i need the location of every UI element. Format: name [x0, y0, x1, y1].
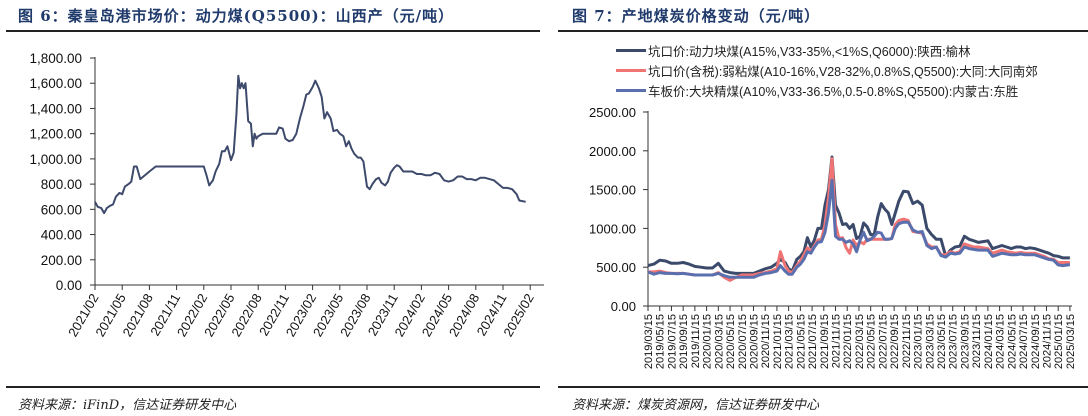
x-tick-label: 2021/09/15 — [819, 314, 831, 369]
figure-6-line-chart: 0.00 200.00 400.00 600.00 800.00 1,000.00 1,20… — [29, 51, 544, 339]
chart-legend: 坑口价:动力块煤(A15%,V33-35%,<1%S,Q6000):陕西:榆林 … — [616, 40, 1038, 100]
title-divider — [6, 30, 540, 32]
y-tick-label: 2000.00 — [589, 144, 636, 159]
y-tick-label: 0.00 — [611, 299, 636, 314]
x-tick-label: 2022/11/15 — [901, 314, 913, 368]
legend-item: 车板价:大块精煤(A10%,V33-36.5%,0.5-0.8%S,Q5500)… — [616, 80, 1038, 100]
legend-label: 坑口价:动力块煤(A15%,V33-35%,<1%S,Q6000):陕西:榆林 — [648, 44, 971, 59]
x-tick-label: 2019/11/15 — [690, 314, 702, 368]
x-tick-label: 2022/03/15 — [854, 314, 866, 369]
x-tick-label: 2021/07/15 — [807, 314, 819, 369]
legend-item: 坑口价:动力块煤(A15%,V33-35%,<1%S,Q6000):陕西:榆林 — [616, 40, 1038, 60]
figure-7-source: 资料来源：煤炭资源网，信达证券研发中心 — [572, 398, 820, 413]
x-tick-label: 2019/09/15 — [678, 314, 690, 369]
x-tick-label: 2019/03/15 — [643, 314, 655, 369]
y-tick-label: 1,200.00 — [29, 127, 82, 142]
figure-6-title: 图 6：秦皇岛港市场价：动力煤(Q5500)：山西产（元/吨） — [18, 7, 455, 25]
x-tick-label: 2020/11/15 — [760, 314, 772, 368]
x-tick-label: 2020/01/15 — [702, 314, 714, 369]
x-tick-label: 2023/09/15 — [959, 314, 971, 369]
y-tick-label: 1,800.00 — [29, 51, 82, 66]
x-tick-label: 2022/09/15 — [889, 314, 901, 369]
x-tick-label: 2025/03/15 — [1065, 314, 1077, 369]
legend-swatch-dongsheng — [616, 88, 646, 92]
y-tick-label: 2500.00 — [589, 105, 636, 120]
x-tick-label: 2025/01/15 — [1053, 314, 1065, 369]
x-tick-label: 2023/07/15 — [948, 314, 960, 369]
x-tick-label: 2024/09/15 — [1030, 314, 1042, 369]
x-tick-label: 2020/03/15 — [713, 314, 725, 369]
x-tick-label: 2023/11/15 — [971, 314, 983, 368]
y-tick-label: 0.00 — [56, 278, 82, 293]
figure-7-panel: 图 7：产地煤炭价格变动（元/吨） 0.00 500.00 1000.00 1500.… — [544, 0, 1088, 416]
x-tick-label: 2021/01/15 — [772, 314, 784, 369]
x-tick-label: 2024/03/15 — [995, 314, 1007, 369]
y-tick-label: 1,600.00 — [29, 76, 82, 91]
y-tick-label: 600.00 — [41, 202, 82, 217]
figure-7-title: 图 7：产地煤炭价格变动（元/吨） — [572, 7, 821, 25]
legend-label: 车板价:大块精煤(A10%,V33-36.5%,0.5-0.8%S,Q5500)… — [648, 84, 1019, 99]
series-line — [647, 178, 1070, 279]
x-tick-label: 2023/03/15 — [924, 314, 936, 369]
y-tick-label: 1,000.00 — [29, 152, 82, 167]
x-tick-label: 2022/05/15 — [866, 314, 878, 369]
y-tick-label: 400.00 — [41, 228, 82, 243]
x-tick-label: 2024/05/15 — [1006, 314, 1018, 369]
figure-7-line-chart: 0.00 500.00 1000.00 1500.00 2000.00 2500.00 20… — [589, 105, 1077, 369]
source-divider — [558, 386, 1088, 388]
legend-label: 坑口价(含税):弱粘煤(A10-16%,V28-32%,0.8%S,Q5500)… — [648, 64, 1038, 79]
x-tick-label: 2024/01/15 — [983, 314, 995, 369]
x-tick-label: 2021/03/15 — [784, 314, 796, 369]
y-tick-label: 500.00 — [596, 260, 636, 275]
x-tick-label: 2023/05/15 — [936, 314, 948, 369]
title-divider — [558, 30, 1088, 32]
y-tick-label: 200.00 — [41, 253, 82, 268]
figure-6-panel: 图 6：秦皇岛港市场价：动力煤(Q5500)：山西产（元/吨） 0.00 200.… — [6, 7, 544, 413]
y-tick-label: 1,400.00 — [29, 101, 82, 116]
figure-6-source: 资料来源：iFinD，信达证券研发中心 — [18, 398, 237, 413]
x-tick-label: 2022/01/15 — [842, 314, 854, 369]
series-line — [648, 157, 1070, 282]
x-tick-label: 2021/05/15 — [795, 314, 807, 369]
x-tick-label: 2024/07/15 — [1018, 314, 1030, 369]
series-line — [647, 155, 1070, 275]
legend-swatch-yulin — [616, 48, 646, 52]
x-tick-label: 2019/05/15 — [655, 314, 667, 369]
x-tick-label: 2023/01/15 — [913, 314, 925, 369]
x-tick-label: 2021/11/15 — [831, 314, 843, 368]
y-tick-label: 1500.00 — [589, 183, 636, 198]
x-tick-label: 2020/05/15 — [725, 314, 737, 369]
legend-item: 坑口价(含税):弱粘煤(A10-16%,V28-32%,0.8%S,Q5500)… — [616, 60, 1038, 80]
series-line — [94, 74, 526, 215]
legend-swatch-datong — [616, 68, 646, 72]
x-tick-label: 2022/07/15 — [877, 314, 889, 369]
source-divider — [6, 386, 540, 388]
x-tick-label: 2020/07/15 — [737, 314, 749, 369]
x-tick-label: 2019/07/15 — [666, 314, 678, 369]
x-tick-label: 2024/11/15 — [1041, 314, 1053, 368]
x-tick-label: 2020/09/15 — [748, 314, 760, 369]
y-tick-label: 800.00 — [41, 177, 82, 192]
y-tick-label: 1000.00 — [589, 221, 636, 236]
